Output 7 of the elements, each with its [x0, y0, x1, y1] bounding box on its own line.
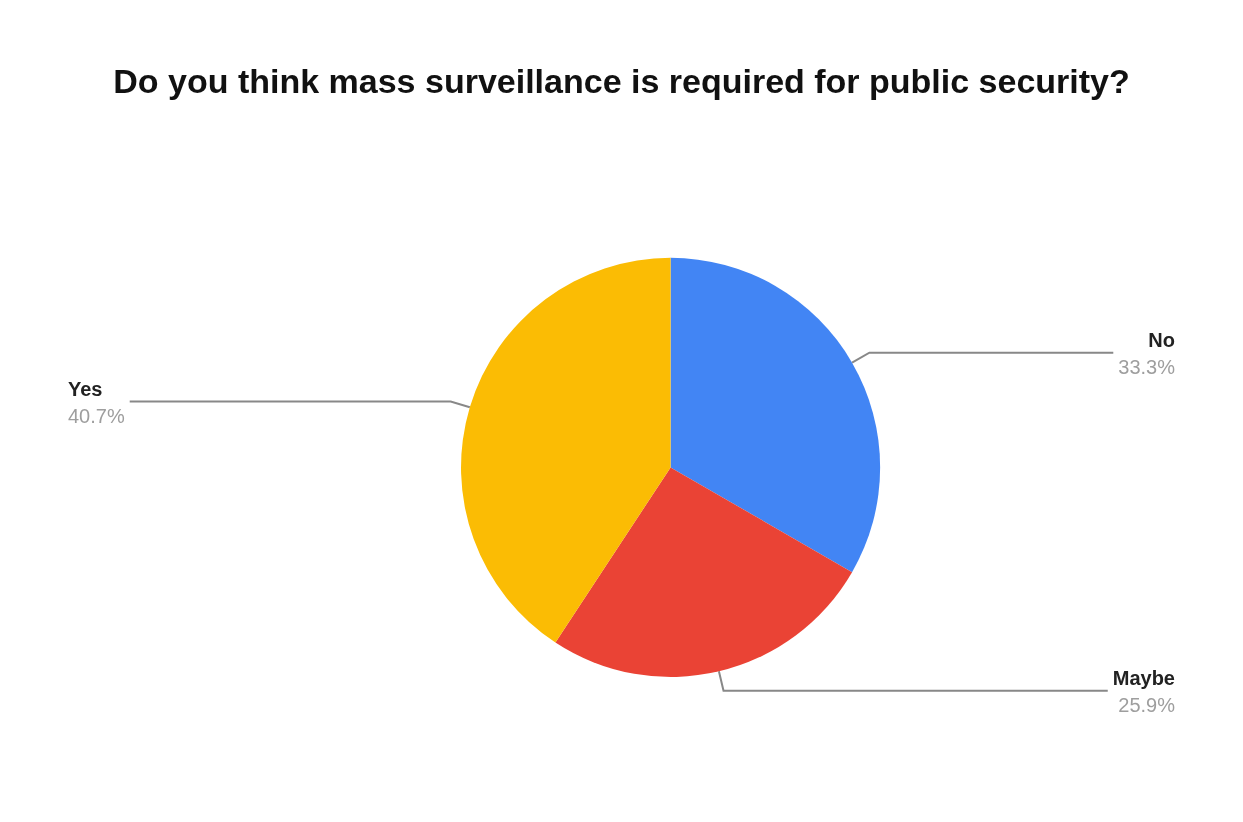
slice-label: Yes [68, 377, 103, 400]
slice-label: No [1148, 328, 1175, 351]
chart-title: Do you think mass surveillance is required for public security? [113, 62, 1130, 100]
slice-label: Maybe [1112, 666, 1175, 689]
data-label: 25.9% [1118, 693, 1176, 716]
data-label: 33.3% [1118, 355, 1176, 378]
data-label: 40.7% [68, 404, 125, 427]
